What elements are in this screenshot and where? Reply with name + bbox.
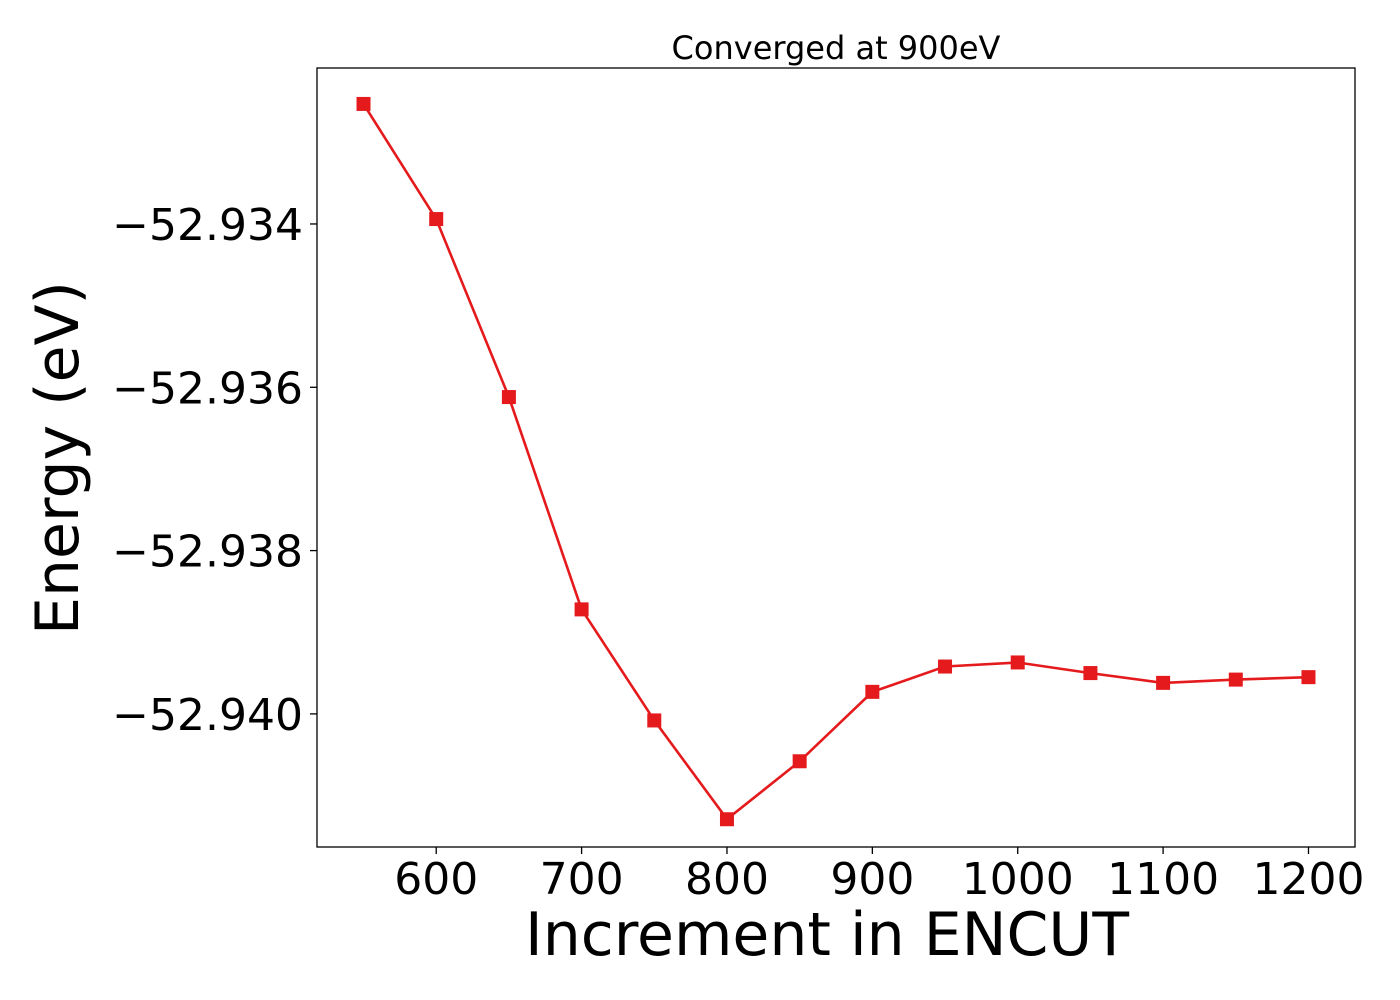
chart-title: Converged at 900eV	[672, 29, 1001, 67]
plot-frame	[316, 67, 1356, 848]
data-point	[1083, 666, 1098, 681]
x-tick-label: 800	[685, 854, 769, 905]
data-point	[865, 684, 880, 699]
data-point	[1156, 675, 1171, 690]
data-point	[501, 390, 516, 405]
data-point	[792, 754, 807, 769]
y-axis: −52.934 −52.936 −52.938 −52.940	[112, 200, 317, 741]
x-axis: 600 700 800 900 1000 1100 1200	[394, 847, 1364, 905]
data-point	[719, 812, 734, 827]
series-line	[362, 103, 1309, 822]
data-point	[1010, 655, 1025, 670]
data-point	[429, 212, 444, 227]
x-tick-label: 600	[394, 854, 478, 905]
plot-area	[356, 96, 1316, 827]
x-axis-title: Increment in ENCUT	[525, 900, 1129, 970]
data-point	[574, 602, 589, 617]
y-tick-label: −52.940	[112, 690, 303, 741]
y-axis-title: Energy (eV)	[23, 281, 93, 635]
x-tick-label: 700	[540, 854, 624, 905]
y-tick-label: −52.938	[112, 527, 303, 578]
data-point	[938, 659, 953, 674]
data-point	[356, 96, 371, 111]
y-tick-label: −52.934	[112, 200, 303, 251]
x-tick-label: 1100	[1107, 854, 1219, 905]
x-tick-label: 900	[830, 854, 914, 905]
y-tick-label: −52.936	[112, 363, 303, 414]
data-point	[647, 713, 662, 728]
data-point	[1301, 670, 1316, 685]
data-point	[1228, 672, 1243, 687]
x-tick-label: 1200	[1252, 854, 1364, 905]
x-tick-label: 1000	[962, 854, 1074, 905]
